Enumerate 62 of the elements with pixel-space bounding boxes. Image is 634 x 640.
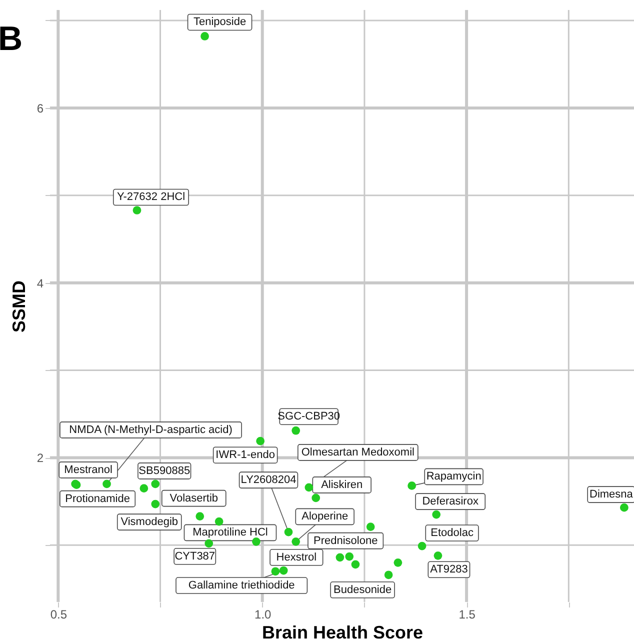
annotation: Aloperine — [302, 510, 348, 523]
point — [345, 552, 354, 561]
point — [102, 480, 111, 488]
annotation: Y-27632 2HCl — [116, 191, 186, 204]
annotation: Protionamide — [65, 492, 130, 505]
point — [271, 567, 280, 576]
annotation: SB590885 — [138, 464, 190, 477]
point — [151, 500, 160, 508]
y-axis-title: SSMD — [8, 280, 29, 333]
x-axis-title: Brain Health Score — [262, 622, 424, 640]
point — [279, 566, 288, 575]
point — [384, 570, 393, 580]
point — [418, 542, 426, 550]
y-tick-label: 2 — [36, 451, 44, 466]
annotation: Volasertib — [170, 492, 218, 504]
point — [336, 553, 344, 562]
point — [204, 539, 214, 548]
x-tick-label: 0.5 — [50, 608, 68, 622]
point — [312, 494, 320, 502]
annotation: Olmesartan Medoxomil — [301, 446, 414, 458]
point — [292, 537, 300, 546]
point — [200, 32, 209, 40]
point — [434, 551, 442, 560]
annotation: CYT387 — [174, 550, 216, 562]
annotation: Budesonide — [334, 584, 392, 596]
point — [151, 480, 160, 488]
annotation: Teniposide — [193, 16, 246, 28]
annotation: Etodolac — [430, 527, 474, 540]
x-tick-label: 1.5 — [458, 608, 476, 622]
annotation: Rapamycin — [426, 470, 482, 483]
y-tick-label: 6 — [36, 101, 44, 116]
chart-title: B — [0, 20, 23, 58]
annotation: IWR-1-endo — [216, 449, 275, 462]
point — [284, 528, 293, 536]
annotation: Mestranol — [64, 464, 112, 476]
annotation: Vismodegib — [120, 516, 178, 528]
y-tick-label: 4 — [36, 276, 44, 290]
annotation: Gallamine triethiodide — [188, 580, 295, 592]
point — [214, 517, 224, 526]
annotation: Prednisolone — [313, 534, 378, 547]
annotation: Aliskiren — [321, 478, 363, 491]
annotation: LY2608204 — [240, 474, 296, 486]
point — [620, 503, 628, 512]
point — [132, 206, 142, 214]
annotation: AT9283 — [430, 564, 468, 576]
annotation: Hexstrol — [276, 551, 317, 564]
point — [252, 537, 260, 546]
point — [304, 483, 314, 492]
annotation: Deferasirox — [422, 496, 479, 508]
point — [256, 436, 265, 446]
x-tick-label: 1.0 — [254, 608, 272, 622]
point — [140, 484, 148, 492]
annotation: Maprotiline HCl — [192, 526, 268, 539]
point — [432, 510, 441, 519]
annotation: Dimesna — [589, 488, 634, 501]
point — [196, 512, 204, 520]
annotation: NMDA (N-Methyl-D-aspartic acid) — [69, 424, 232, 436]
point — [292, 426, 300, 435]
point — [408, 482, 416, 490]
point — [366, 522, 375, 531]
point — [351, 560, 360, 569]
point — [394, 558, 402, 567]
